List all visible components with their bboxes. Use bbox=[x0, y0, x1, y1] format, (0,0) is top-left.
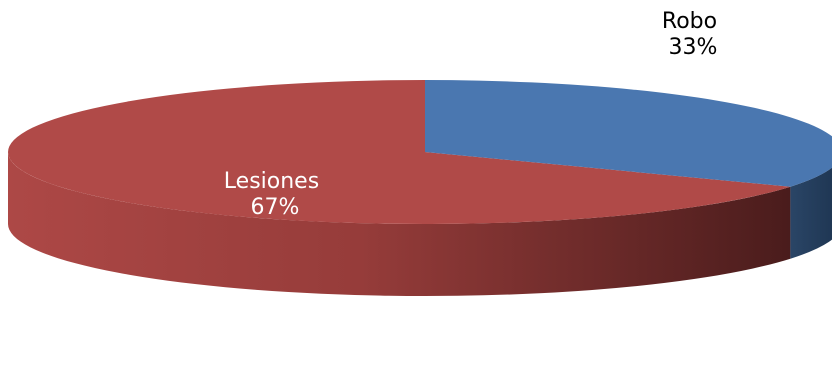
pie-side-lesiones bbox=[7, 152, 791, 297]
slice-label-robo: Robo 33% bbox=[662, 9, 724, 60]
slice-label-lesiones-percent: 67% bbox=[251, 195, 300, 220]
pie-side-robo bbox=[790, 167, 832, 259]
pie-slice-robo bbox=[425, 80, 832, 187]
slice-label-robo-name: Robo bbox=[662, 9, 717, 34]
slice-label-robo-percent: 33% bbox=[669, 35, 718, 60]
slice-label-lesiones: Lesiones 67% bbox=[224, 169, 326, 220]
slice-label-lesiones-name: Lesiones bbox=[224, 169, 319, 194]
pie-slice-lesiones bbox=[8, 80, 791, 225]
